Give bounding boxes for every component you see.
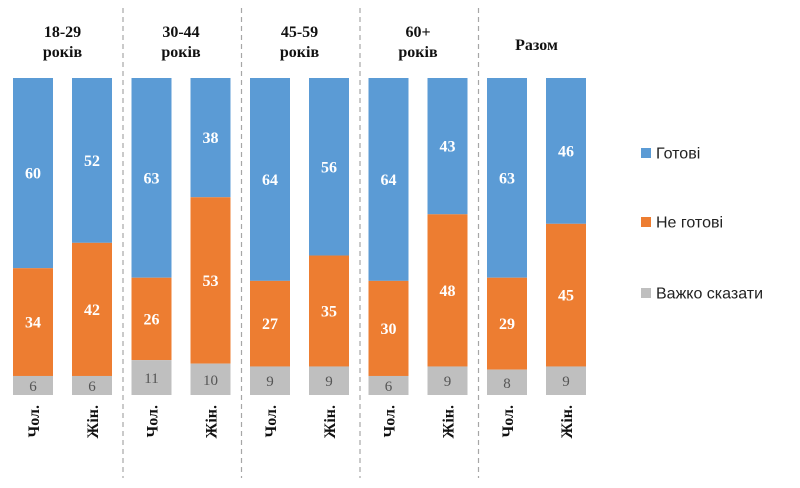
group-title-4-line-0: Разом [515, 37, 558, 54]
bar-segment-3-0-0 [368, 78, 409, 281]
bar-segment-4-0-1 [487, 277, 527, 370]
data-label-2-0-0: 64 [262, 172, 278, 189]
bar-segment-0-0-0 [13, 78, 53, 269]
category-label-1-1: Жін. [204, 405, 221, 438]
data-label-1-1-0: 38 [203, 130, 219, 147]
group-title-0-line-1: років [43, 44, 83, 61]
data-label-1-0-2: 11 [144, 371, 158, 387]
data-label-2-1-0: 56 [321, 159, 337, 176]
group-title-1-line-1: років [161, 44, 201, 61]
bar-segment-3-1-2 [427, 366, 468, 395]
group-title-0-line-0: 18-29 [44, 24, 81, 41]
data-label-3-1-0: 43 [440, 139, 456, 156]
group-title-1-line-0: 30-44 [162, 24, 199, 41]
legend-swatch-0 [641, 148, 651, 158]
group-title-2-line-0: 45-59 [281, 24, 318, 41]
bar-segment-2-0-2 [250, 366, 290, 395]
category-label-4-0: Чол. [500, 405, 517, 438]
data-label-3-1-2: 9 [444, 374, 452, 390]
category-label-2-0: Чол. [263, 405, 280, 438]
data-label-0-1-1: 42 [84, 302, 100, 319]
data-label-3-1-1: 48 [440, 283, 456, 300]
legend-label-2: Важко сказати [656, 286, 763, 303]
data-label-3-0-2: 6 [385, 379, 393, 395]
bar-segment-3-0-2 [368, 375, 409, 395]
bar-segment-2-1-2 [309, 366, 349, 395]
bar-segment-2-1-0 [309, 78, 349, 256]
data-label-4-1-1: 45 [558, 288, 574, 305]
data-label-1-0-0: 63 [144, 170, 160, 187]
bar-segment-1-1-0 [190, 78, 231, 198]
data-label-2-0-2: 9 [266, 374, 274, 390]
bar-segment-4-0-2 [487, 369, 527, 395]
bar-segment-0-1-0 [72, 78, 112, 243]
bar-segment-1-0-1 [131, 277, 172, 361]
data-label-2-0-1: 27 [262, 316, 278, 333]
group-title-2-line-1: років [280, 44, 320, 61]
data-label-0-0-0: 60 [25, 166, 41, 183]
bar-segment-4-1-0 [546, 78, 586, 224]
legend-label-1: Не готові [656, 215, 723, 232]
bar-segment-0-1-2 [72, 375, 112, 395]
bar-segment-2-0-1 [250, 280, 290, 367]
bar-segment-4-1-2 [546, 366, 586, 395]
bar-segment-2-1-1 [309, 255, 349, 367]
data-label-3-0-1: 30 [381, 321, 397, 338]
legend-swatch-2 [641, 288, 651, 298]
bar-segment-1-1-2 [190, 363, 231, 395]
bar-segment-3-0-1 [368, 280, 409, 376]
bar-segment-0-0-1 [13, 268, 53, 376]
category-label-4-1: Жін. [559, 405, 576, 438]
data-label-2-1-1: 35 [321, 303, 337, 320]
category-label-3-0: Чол. [382, 405, 399, 438]
group-title-3-line-1: років [398, 44, 438, 61]
data-label-4-0-1: 29 [499, 316, 515, 333]
bar-segment-0-1-1 [72, 242, 112, 376]
bar-segment-3-1-1 [427, 214, 468, 367]
bar-segment-1-0-2 [131, 360, 172, 395]
category-label-2-1: Жін. [322, 405, 339, 438]
bar-segment-0-0-2 [13, 375, 53, 395]
data-label-1-0-1: 26 [144, 311, 160, 328]
data-label-0-1-2: 6 [88, 379, 96, 395]
data-label-4-1-2: 9 [562, 374, 570, 390]
data-label-4-0-2: 8 [503, 376, 511, 392]
category-label-1-0: Чол. [145, 405, 162, 438]
legend-label-0: Готові [656, 146, 700, 163]
data-label-2-1-2: 9 [325, 374, 333, 390]
data-label-1-1-1: 53 [203, 273, 219, 290]
data-label-4-1-0: 46 [558, 143, 574, 160]
data-label-0-0-2: 6 [29, 379, 37, 395]
data-label-0-1-0: 52 [84, 153, 100, 170]
data-label-1-1-2: 10 [203, 373, 218, 389]
legend-swatch-1 [641, 217, 651, 227]
bar-segment-1-0-0 [131, 78, 172, 278]
data-label-0-0-1: 34 [25, 315, 41, 332]
bar-segment-4-0-0 [487, 78, 527, 278]
bar-segment-1-1-1 [190, 197, 231, 364]
bar-segment-3-1-0 [427, 78, 468, 215]
category-label-3-1: Жін. [441, 405, 458, 438]
bar-segment-4-1-1 [546, 223, 586, 367]
data-label-3-0-0: 64 [381, 172, 397, 189]
bar-segment-2-0-0 [250, 78, 290, 281]
group-title-3-line-0: 60+ [405, 24, 430, 41]
category-label-0-0: Чол. [26, 405, 43, 438]
data-label-4-0-0: 63 [499, 170, 515, 187]
category-label-0-1: Жін. [85, 405, 102, 438]
